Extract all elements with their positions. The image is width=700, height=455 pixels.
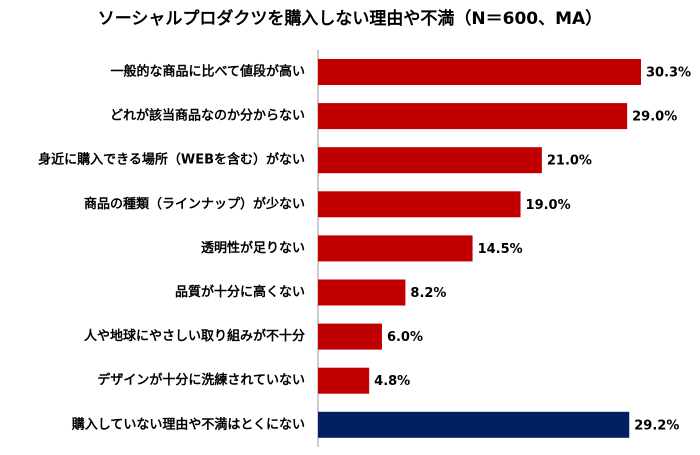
bar (318, 59, 641, 85)
category-label: デザインが十分に洗練されていない (97, 372, 305, 388)
bar (318, 147, 542, 174)
bar (318, 235, 473, 262)
value-label: 19.0% (526, 198, 571, 213)
value-label: 4.8% (374, 374, 410, 389)
chart-title: ソーシャルプロダクツを購入しない理由や不満（N＝600、MA） (98, 8, 602, 29)
bar (318, 279, 406, 306)
category-label: 商品の種類（ラインナップ）が少ない (84, 196, 305, 212)
bar (318, 103, 628, 130)
value-label: 6.0% (387, 330, 423, 345)
value-label: 29.2% (634, 418, 679, 433)
value-label: 14.5% (478, 242, 523, 257)
bar (318, 191, 521, 218)
category-label: 一般的な商品に比べて値段が高い (111, 64, 305, 80)
category-label: 身近に購入できる場所（WEBを含む）がない (38, 152, 305, 168)
category-label: 人や地球にやさしい取り組みが不十分 (84, 328, 305, 344)
value-label: 30.3% (646, 66, 691, 81)
bar (318, 367, 370, 394)
value-label: 29.0% (632, 110, 677, 125)
bar (318, 323, 382, 350)
value-label: 21.0% (547, 154, 592, 169)
category-label: 品質が十分に高くない (175, 284, 305, 300)
category-label: 透明性が足りない (201, 240, 305, 256)
category-label: 購入していない理由や不満はとくにない (71, 416, 305, 432)
value-label: 8.2% (410, 286, 446, 301)
bar (318, 411, 630, 438)
category-label: どれが該当商品なのか分からない (110, 108, 305, 124)
